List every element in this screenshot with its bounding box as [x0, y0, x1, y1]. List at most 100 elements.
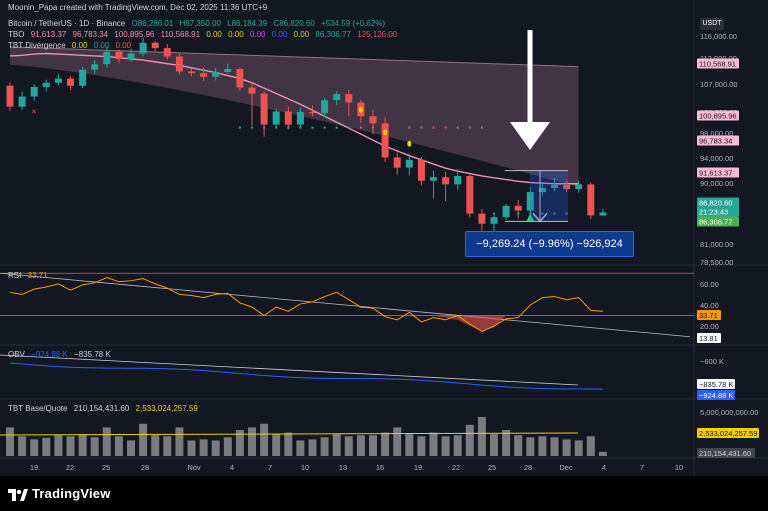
volume-bar: [344, 436, 353, 456]
price-tag-bg: [697, 58, 739, 69]
price-tag: 86,306.77: [699, 218, 732, 227]
volume-bar: [429, 432, 438, 456]
candle-body: [599, 212, 607, 216]
signal-dot: [323, 126, 326, 129]
volume-bar: [187, 440, 196, 456]
volume-bar: [490, 434, 498, 456]
candle-body: [18, 96, 26, 107]
currency-button[interactable]: USDT: [700, 18, 724, 30]
candle-body: [236, 69, 244, 88]
candle-body: [321, 100, 329, 114]
x-axis-label: Dec: [559, 463, 573, 472]
price-range-annotation[interactable]: −9,269.24 (−9.96%) −926,924: [465, 231, 634, 257]
volume-tag: 210,154,431.60: [699, 449, 751, 458]
candle-body: [345, 94, 353, 103]
candle-body: [587, 184, 595, 216]
obv-tag-bg: [697, 390, 735, 400]
price-axis-label: 116,000.00: [700, 32, 737, 41]
chart-canvas[interactable]: ×116,000.00112,000.00107,000.00102,000.0…: [0, 0, 768, 476]
price-axis-label: 81,000.00: [700, 240, 733, 249]
candle-body: [442, 177, 450, 185]
volume-value: 210,154,431.60: [73, 404, 130, 413]
x-marker: ×: [31, 106, 36, 116]
price-tag: 21:23:43: [699, 208, 728, 217]
rsi-axis-label: 20.00: [700, 322, 719, 331]
signal-dot: [408, 126, 411, 129]
price-tag-bg: [697, 197, 739, 208]
candle-body: [466, 175, 474, 214]
obv-label[interactable]: OBV: [8, 350, 25, 359]
candle-body: [381, 123, 389, 158]
volume-bar: [574, 440, 583, 456]
tradingview-logo-text: TradingView: [32, 486, 111, 501]
obv-line: [9, 362, 603, 390]
x-axis-label: 28: [524, 463, 532, 472]
volume-label[interactable]: TBT Base/Quote: [8, 404, 68, 413]
ohlc-close: C86,820.60: [273, 19, 315, 28]
buy-triangle: [526, 213, 535, 222]
tbt-label[interactable]: TBT Divergence: [8, 41, 66, 50]
tbo-cloud: [10, 46, 579, 188]
price-axis-label: 78,500.00: [700, 258, 733, 267]
candle-body: [551, 184, 558, 188]
price-tag: 91,613.37: [699, 169, 732, 178]
price-axis-label: 90,000.00: [700, 179, 733, 188]
rsi-label[interactable]: RSI: [8, 271, 22, 280]
volume-bar: [163, 436, 172, 456]
rsi-tag-bg: [697, 310, 721, 320]
tbo-value: 0.00: [271, 30, 288, 39]
volume-bar: [114, 436, 123, 456]
signal-dot: [420, 126, 423, 129]
candle-body: [67, 78, 74, 86]
signal-dot: [553, 212, 556, 215]
signal-dot: [384, 126, 387, 129]
volume-bar: [78, 434, 87, 456]
signal-dot: [335, 126, 338, 129]
volume-bar: [127, 440, 135, 456]
candle-body: [284, 111, 292, 125]
yellow-marker: [358, 106, 363, 113]
volume-bar: [465, 424, 474, 456]
rsi-value: 33.71: [27, 271, 48, 280]
signal-dot: [444, 126, 447, 129]
symbol-name[interactable]: Bitcoin / TetherUS · 1D · Binance: [8, 19, 126, 28]
volume-bar: [248, 427, 256, 456]
candle-body: [502, 205, 510, 218]
tbo-label[interactable]: TBO: [8, 30, 25, 39]
volume-bar: [235, 430, 244, 456]
candle-body: [369, 116, 377, 124]
candle-body: [103, 51, 111, 65]
volume-bar: [538, 436, 547, 456]
signal-dot: [517, 212, 520, 215]
volume-tag-bg: [697, 448, 755, 458]
obv-axis-label: −600 K: [700, 357, 724, 366]
volume-bar: [102, 427, 111, 456]
obv-tag: −835.78 K: [699, 380, 733, 389]
x-axis-label: 16: [376, 463, 384, 472]
volume-bar: [211, 440, 220, 456]
candle-body: [563, 184, 571, 190]
candle-body: [526, 192, 534, 211]
volume-bar: [514, 435, 523, 456]
signal-dot: [432, 126, 435, 129]
candle-body: [163, 48, 171, 57]
signal-dot: [541, 212, 544, 215]
signal-dot: [275, 126, 278, 129]
obv-tag: −924.88 K: [699, 391, 733, 400]
volume-bar: [356, 435, 365, 456]
candle-body: [151, 42, 159, 49]
x-axis-label: 25: [102, 463, 110, 472]
volume-bar: [199, 439, 208, 456]
volume-bar: [441, 436, 450, 456]
tradingview-logo[interactable]: TradingView: [8, 486, 111, 501]
candle-body: [490, 217, 498, 224]
signal-dot: [505, 212, 508, 215]
volume-bar: [369, 435, 377, 456]
signal-dot: [493, 212, 495, 215]
volume-bar: [139, 423, 148, 456]
candle-body: [42, 82, 50, 87]
price-tag-bg: [697, 167, 739, 178]
x-axis-label: 10: [675, 463, 683, 472]
signal-dot: [480, 126, 483, 129]
volume-bar: [453, 435, 462, 456]
